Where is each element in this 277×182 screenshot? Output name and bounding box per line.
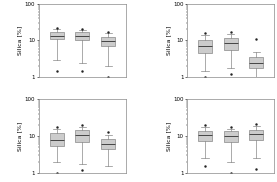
- PathPatch shape: [198, 40, 212, 53]
- PathPatch shape: [224, 37, 238, 50]
- PathPatch shape: [101, 37, 115, 46]
- PathPatch shape: [249, 130, 263, 140]
- Y-axis label: Silica [%]: Silica [%]: [166, 121, 171, 151]
- Y-axis label: Silica [%]: Silica [%]: [166, 26, 171, 55]
- PathPatch shape: [224, 131, 238, 142]
- PathPatch shape: [75, 130, 89, 142]
- PathPatch shape: [75, 32, 89, 40]
- Y-axis label: Silica [%]: Silica [%]: [18, 121, 23, 151]
- PathPatch shape: [50, 133, 64, 146]
- PathPatch shape: [249, 57, 263, 68]
- PathPatch shape: [101, 139, 115, 149]
- Y-axis label: Silica [%]: Silica [%]: [18, 26, 23, 55]
- PathPatch shape: [198, 131, 212, 141]
- PathPatch shape: [50, 32, 64, 39]
